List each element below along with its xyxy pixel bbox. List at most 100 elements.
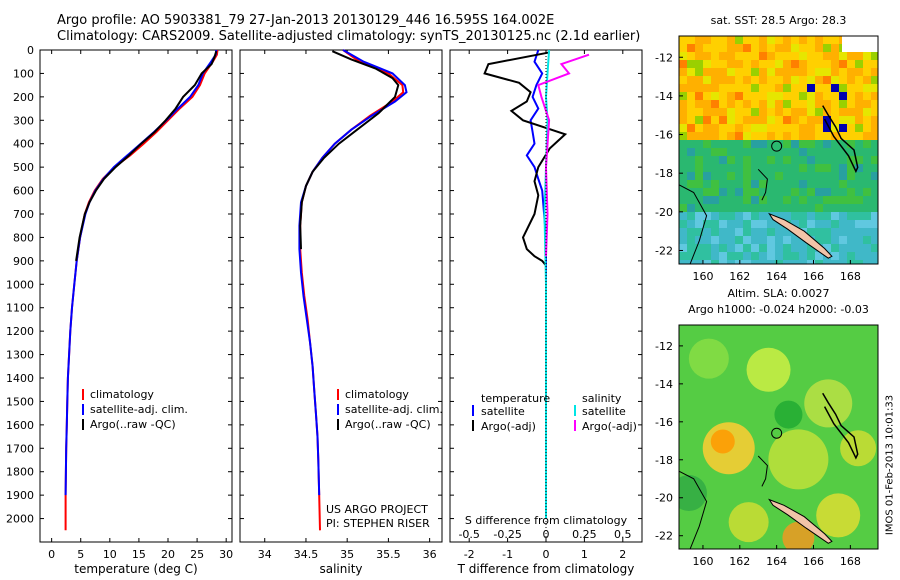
y-tick-label: 1900	[6, 489, 34, 502]
sst-cell	[743, 252, 751, 260]
sst-cell	[695, 180, 703, 188]
sst-cell	[855, 260, 863, 264]
sst-cell	[863, 60, 871, 68]
sst-cell	[855, 68, 863, 76]
sst-cell	[751, 84, 759, 92]
sst-cell	[799, 108, 807, 116]
x-tick-label: 0	[48, 548, 55, 561]
sst-cell	[687, 36, 695, 44]
sst-cell	[807, 60, 815, 68]
sst-cell	[743, 108, 751, 116]
sst-cell	[823, 60, 831, 68]
sst-cell	[823, 212, 831, 220]
sst-cell	[759, 236, 767, 244]
sst-cell	[719, 204, 727, 212]
sst-cell	[727, 44, 735, 52]
y-tick-label: 700	[13, 208, 34, 221]
sla-blob	[840, 430, 877, 467]
sst-cell	[831, 132, 839, 140]
sst-cell	[807, 44, 815, 52]
x-tick-label: 15	[132, 548, 146, 561]
sst-cell	[679, 76, 687, 84]
sst-cell	[735, 252, 743, 260]
sst-cell	[743, 228, 751, 236]
sst-cell	[735, 228, 743, 236]
y-tick-label: 400	[13, 138, 34, 151]
sst-cell	[783, 132, 791, 140]
x-tick-label: 160	[692, 555, 713, 568]
sst-cell	[807, 92, 815, 100]
sst-cell	[679, 196, 687, 204]
sst-cell	[719, 236, 727, 244]
sst-cell	[775, 52, 783, 60]
sst-cell	[783, 84, 791, 92]
sst-cell	[799, 76, 807, 84]
sst-cell	[823, 36, 831, 44]
sst-cell	[807, 132, 815, 140]
sst-cell	[783, 204, 791, 212]
y-tick-label: 1400	[6, 372, 34, 385]
sst-cell	[839, 188, 847, 196]
sst-cell	[679, 204, 687, 212]
sst-cell	[759, 204, 767, 212]
sst-cell	[807, 220, 815, 228]
profile-panel-3: -2 -1 0 1 2T difference from climatology S di…	[449, 49, 643, 576]
sst-cell	[751, 188, 759, 196]
islands-vanuatu	[822, 392, 859, 460]
sst-cell	[799, 60, 807, 68]
sst-cell	[735, 188, 743, 196]
sst-cell	[743, 36, 751, 44]
sst-cell	[799, 124, 807, 132]
x-tick-label: 2	[619, 548, 626, 561]
sst-cell	[711, 228, 719, 236]
reef-contour	[679, 184, 708, 264]
sst-cell	[743, 68, 751, 76]
sst-cell	[847, 68, 855, 76]
map-subtitle: Argo h1000: -0.024 h2000: -0.03	[688, 303, 869, 316]
sst-cell	[751, 148, 759, 156]
sst-cell	[703, 108, 711, 116]
sst-cell	[767, 244, 775, 252]
sst-cell	[863, 180, 871, 188]
sst-cell	[751, 60, 759, 68]
sst-cell	[751, 92, 759, 100]
sst-cell	[775, 212, 783, 220]
sst-cell	[703, 260, 711, 264]
sst-cell	[711, 252, 719, 260]
sst-cell	[831, 212, 839, 220]
sst-cell	[783, 108, 791, 116]
sst-cell	[751, 220, 759, 228]
reef-contour	[757, 455, 768, 487]
x-tick-label: -1	[502, 548, 513, 561]
sst-cell	[719, 100, 727, 108]
sst-cell	[831, 100, 839, 108]
sst-cell	[831, 236, 839, 244]
sst-cell	[727, 100, 735, 108]
sst-cell	[839, 116, 847, 124]
sst-cell	[831, 228, 839, 236]
sst-cell	[687, 148, 695, 156]
sst-cell	[719, 212, 727, 220]
sst-cell	[759, 164, 767, 172]
sst-cell	[767, 132, 775, 140]
sst-cell	[863, 132, 871, 140]
sst-cell	[863, 172, 871, 180]
sst-cell	[799, 180, 807, 188]
sst-cell	[799, 148, 807, 156]
sst-cell	[831, 252, 839, 260]
sst-cell	[823, 204, 831, 212]
sst-cell	[847, 92, 855, 100]
sla-blob	[728, 502, 769, 543]
sst-cell	[735, 100, 743, 108]
sst-cell	[687, 44, 695, 52]
sst-cell	[719, 140, 727, 148]
island-new-caledonia	[768, 498, 833, 544]
sst-cell	[831, 172, 839, 180]
sst-cell	[767, 76, 775, 84]
sst-cell	[871, 60, 878, 68]
sst-cell	[815, 228, 823, 236]
sst-cell	[847, 180, 855, 188]
sst-cell	[703, 60, 711, 68]
sst-cell	[727, 220, 735, 228]
sst-cell	[679, 124, 687, 132]
